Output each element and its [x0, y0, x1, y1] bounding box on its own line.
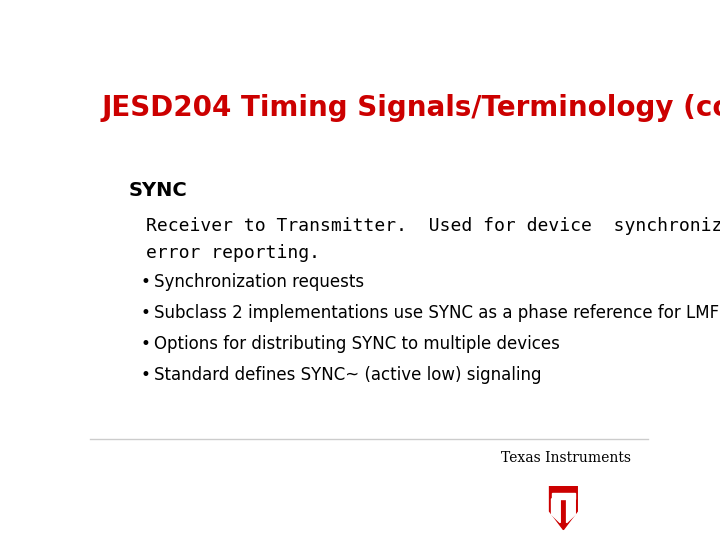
Text: SYNC: SYNC — [129, 181, 188, 200]
Text: Texas Instruments: Texas Instruments — [501, 451, 631, 465]
Text: Synchronization requests: Synchronization requests — [154, 273, 364, 291]
Text: Standard defines SYNC~ (active low) signaling: Standard defines SYNC~ (active low) sign… — [154, 366, 541, 384]
Polygon shape — [552, 499, 560, 523]
Text: •: • — [140, 304, 150, 322]
Text: •: • — [140, 273, 150, 291]
Text: •: • — [140, 366, 150, 384]
Text: error reporting.: error reporting. — [145, 244, 320, 261]
Polygon shape — [552, 493, 575, 499]
Text: Subclass 2 implementations use SYNC as a phase reference for LMFC: Subclass 2 implementations use SYNC as a… — [154, 304, 720, 322]
Text: •: • — [140, 335, 150, 353]
Polygon shape — [549, 486, 577, 530]
Text: Receiver to Transmitter.  Used for device  synchronization  and  link: Receiver to Transmitter. Used for device… — [145, 217, 720, 234]
Text: JESD204 Timing Signals/Terminology (cont.): JESD204 Timing Signals/Terminology (cont… — [101, 94, 720, 122]
Text: Options for distributing SYNC to multiple devices: Options for distributing SYNC to multipl… — [154, 335, 560, 353]
Polygon shape — [567, 499, 575, 523]
